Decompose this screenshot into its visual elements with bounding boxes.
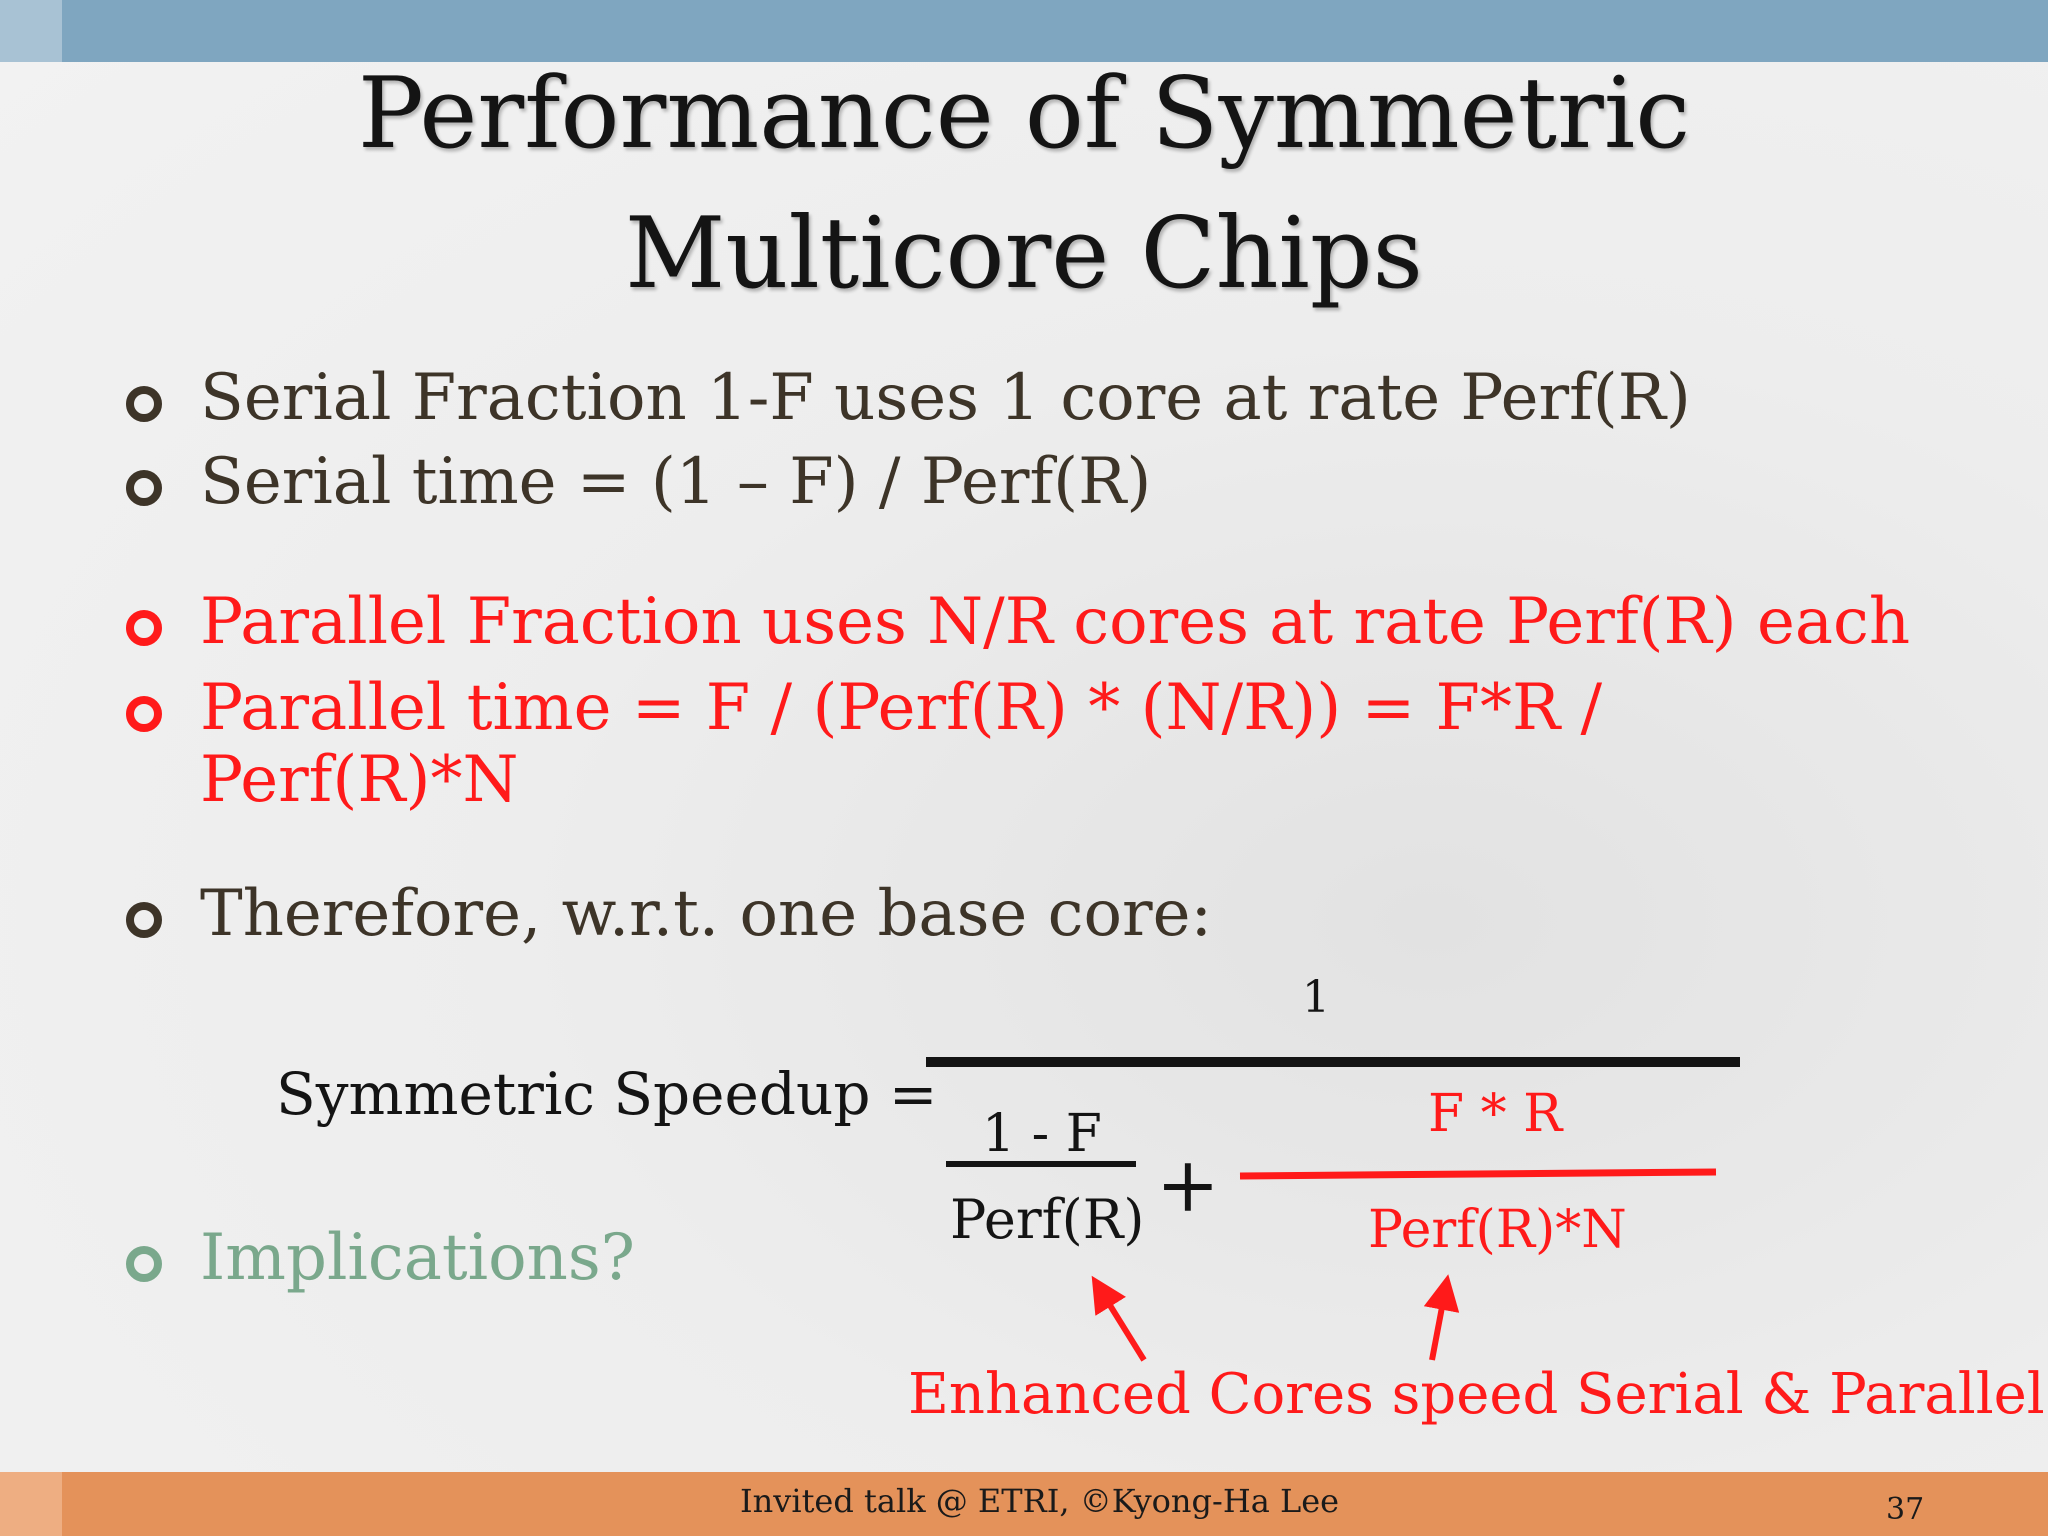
annotation-enhanced-cores: Enhanced Cores speed Serial & Parallel: [908, 1362, 2045, 1427]
bullet-circle-icon: [126, 470, 162, 506]
top-banner-accent: [0, 0, 62, 62]
slide-title-line-2: Multicore Chips: [625, 197, 1423, 311]
parallel-fraction-bar: [1239, 1168, 1717, 1180]
formula-serial-numerator: 1 - F: [982, 1104, 1102, 1164]
bullet-circle-icon: [126, 696, 162, 732]
slide-title-line-1: Performance of Symmetric: [357, 57, 1691, 171]
formula-label: Symmetric Speedup =: [276, 1060, 938, 1128]
footer-banner: [0, 1472, 2048, 1536]
bullet-text: Therefore, w.r.t. one base core:: [200, 877, 1213, 951]
formula-parallel-numerator: F * R: [1428, 1084, 1563, 1144]
page-number: 37: [1886, 1492, 1925, 1527]
formula-plus: +: [1156, 1140, 1220, 1229]
arrow-serial-icon: [1091, 1275, 1147, 1362]
bullet-circle-icon: [126, 902, 162, 938]
bullet-circle-icon: [126, 1246, 162, 1282]
formula-parallel-denominator: Perf(R)*N: [1368, 1200, 1627, 1260]
footer-banner-accent: [0, 1472, 62, 1536]
formula-serial-denominator: Perf(R): [950, 1188, 1145, 1251]
footer-credit: Invited talk @ ETRI, ©Kyong-Ha Lee: [740, 1482, 1340, 1520]
top-banner: [0, 0, 2048, 62]
formula-numerator: 1: [1302, 972, 1330, 1023]
bullet-text: Implications?: [200, 1221, 635, 1295]
bullet-circle-icon: [126, 610, 162, 646]
arrow-parallel-icon: [1423, 1274, 1460, 1361]
bullet-text: Serial Fraction 1-F uses 1 core at rate …: [200, 361, 1691, 435]
bullet-text: Parallel Fraction uses N/R cores at rate…: [200, 585, 1911, 659]
bullet-circle-icon: [126, 386, 162, 422]
bullet-text: Serial time = (1 – F) / Perf(R): [200, 445, 1152, 519]
bullet-text: Parallel time = F / (Perf(R) * (N/R)) = …: [200, 671, 1603, 817]
slide-title: Performance of Symmetric Multicore Chips: [224, 44, 1824, 324]
